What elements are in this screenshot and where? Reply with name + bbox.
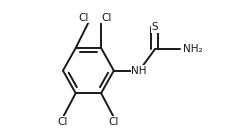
Text: NH: NH: [132, 66, 147, 76]
Text: NH₂: NH₂: [183, 44, 203, 54]
Text: S: S: [152, 22, 158, 32]
Text: Cl: Cl: [101, 13, 111, 23]
Text: Cl: Cl: [58, 117, 68, 127]
Text: Cl: Cl: [78, 13, 88, 23]
Text: Cl: Cl: [109, 117, 119, 127]
